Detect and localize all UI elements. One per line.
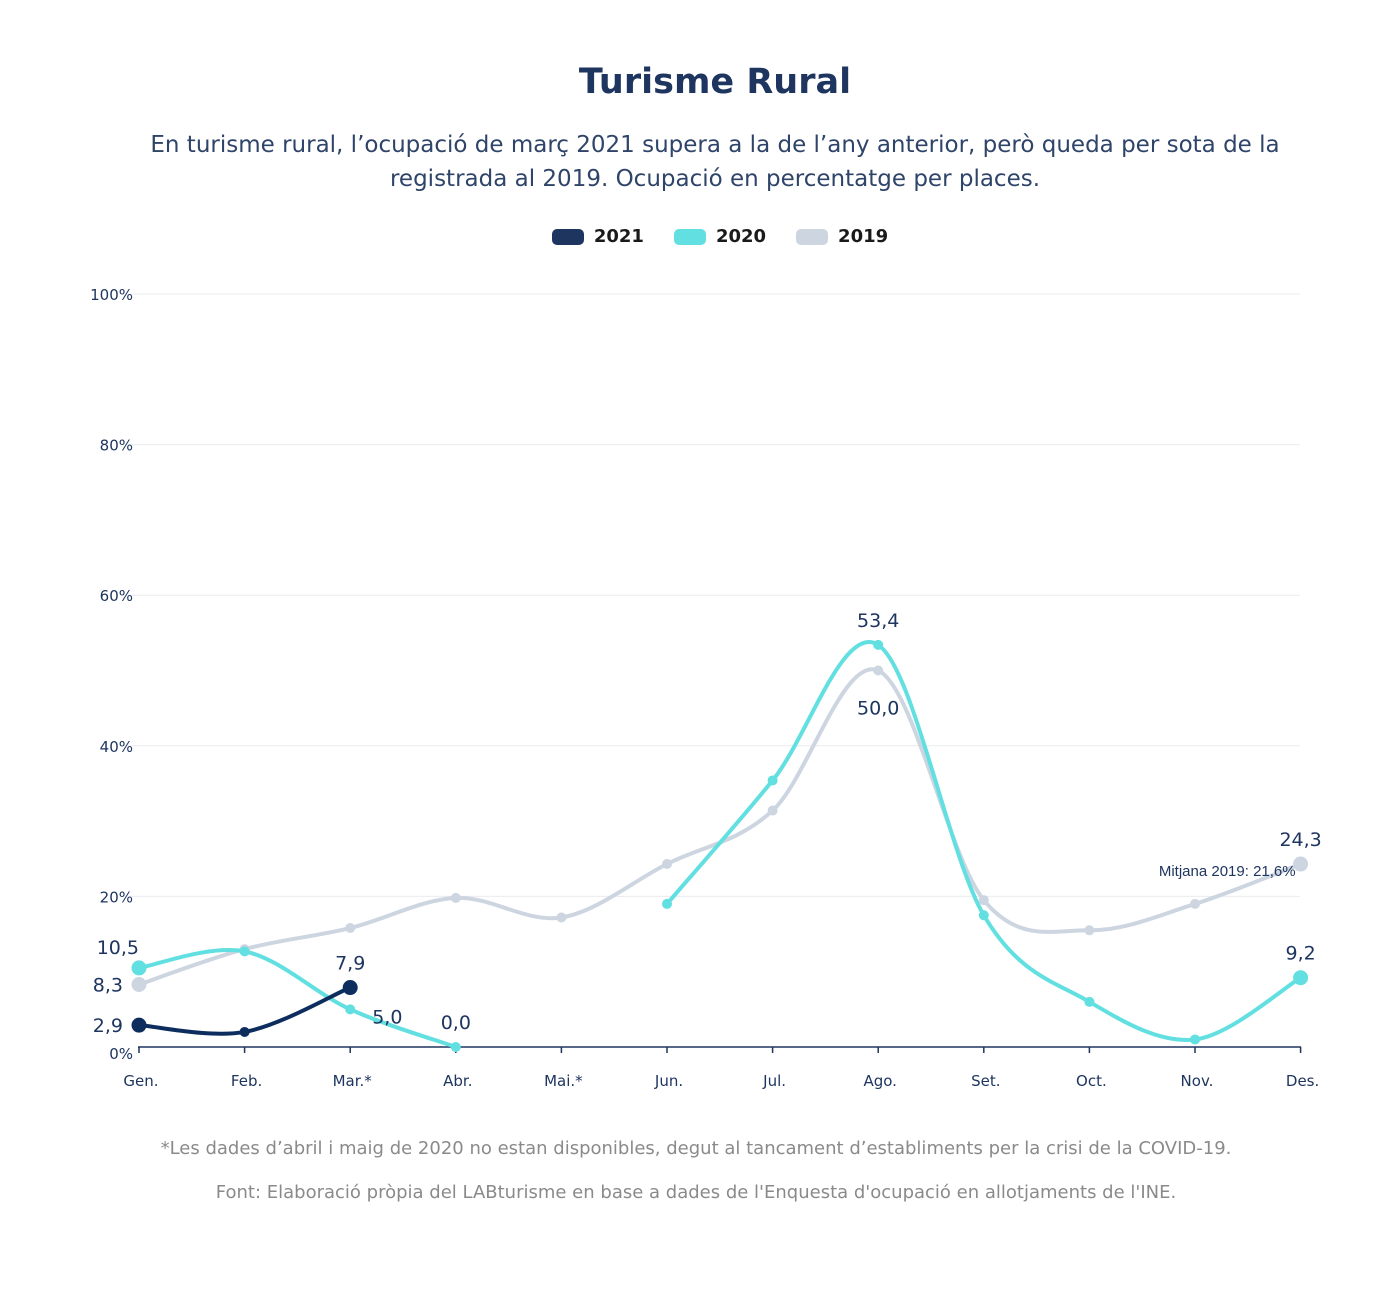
data-label-2021: 7,9 xyxy=(335,953,365,975)
footnote: *Les dades d’abril i maig de 2020 no est… xyxy=(160,1138,1232,1159)
y-tick-label: 20% xyxy=(100,888,133,906)
data-point-2020 xyxy=(662,898,672,909)
data-point-2020 xyxy=(345,1004,356,1015)
data-point-2021 xyxy=(342,980,358,996)
data-point-2020 xyxy=(450,1042,461,1052)
source-note: Font: Elaboració pròpia del LABturisme e… xyxy=(215,1182,1177,1203)
data-point-2019 xyxy=(131,977,147,993)
data-point-2020 xyxy=(131,960,147,976)
x-tick-label: Abr. xyxy=(443,1072,472,1090)
y-tick-label: 60% xyxy=(100,587,133,605)
x-tick-label: Set. xyxy=(971,1072,1000,1090)
data-point-2020 xyxy=(978,910,989,921)
data-label-2019: 50,0 xyxy=(857,698,899,720)
y-tick-label: 100% xyxy=(90,286,133,304)
series-line-2021 xyxy=(137,985,353,1036)
y-tick-label: 80% xyxy=(100,437,133,455)
data-label-2020: 9,2 xyxy=(1285,943,1315,965)
data-point-2020 xyxy=(1084,996,1095,1007)
data-label-2021: 2,9 xyxy=(93,1015,123,1037)
x-tick-label: Feb. xyxy=(231,1072,262,1090)
data-label-2020: 5,0 xyxy=(372,1006,402,1028)
data-point-2019 xyxy=(767,805,778,816)
chart-title: Turisme Rural xyxy=(578,62,852,102)
x-tick-label: Oct. xyxy=(1076,1072,1107,1090)
legend-swatch-2019 xyxy=(796,228,829,245)
data-point-2021 xyxy=(239,1026,250,1037)
legend-label-2020: 2020 xyxy=(715,226,767,247)
annotation-average: Mitjana 2019: 21,6% xyxy=(1159,863,1296,880)
y-tick-label: 40% xyxy=(100,738,133,756)
series-line-2020 xyxy=(665,640,1303,1042)
data-label-2019: 8,3 xyxy=(93,975,123,997)
x-tick-label: Nov. xyxy=(1181,1072,1214,1090)
x-tick-label: Mai.* xyxy=(544,1072,583,1090)
x-tick-label: Des. xyxy=(1286,1072,1319,1090)
x-tick-label: Mar.* xyxy=(333,1072,373,1090)
data-point-2020 xyxy=(1293,970,1309,986)
legend-swatch-2021 xyxy=(551,228,584,245)
legend-item-2021[interactable]: 2021 xyxy=(551,226,644,247)
data-point-2019 xyxy=(1293,856,1309,872)
series-line-2019 xyxy=(137,667,1303,987)
data-point-2019 xyxy=(345,923,356,934)
legend: 2021 2020 2019 xyxy=(0,226,1392,247)
data-point-2019 xyxy=(873,665,884,676)
data-point-2019 xyxy=(1084,925,1095,936)
data-point-2020 xyxy=(1190,1034,1200,1045)
x-tick-label: Gen. xyxy=(123,1072,158,1090)
data-point-2020 xyxy=(873,639,884,650)
legend-label-2021: 2021 xyxy=(593,226,644,247)
data-label-2020: 10,5 xyxy=(97,937,139,959)
data-point-2020 xyxy=(767,775,778,786)
y-tick-label: 0% xyxy=(109,1045,133,1063)
x-tick-label: Ago. xyxy=(863,1072,896,1090)
legend-label-2019: 2019 xyxy=(838,226,889,247)
x-tick-label: Jun. xyxy=(654,1072,683,1090)
line-chart: 0% 20% 40% 60% 80% 100% Gen. Feb. Mar.* Abr. Mai.*… xyxy=(90,286,1322,1090)
legend-item-2020[interactable]: 2020 xyxy=(673,226,767,247)
series-line-2020 xyxy=(137,948,458,1049)
data-point-2019 xyxy=(978,895,989,906)
chart-subtitle: En turisme rural, l’ocupació de març 202… xyxy=(150,132,1280,192)
data-point-2019 xyxy=(450,892,461,903)
data-point-2020 xyxy=(239,946,250,957)
x-tick-label: Jul. xyxy=(762,1072,786,1090)
data-point-2019 xyxy=(1190,898,1200,909)
data-label-2020: 53,4 xyxy=(857,610,899,632)
data-label-2020: 0,0 xyxy=(441,1012,471,1034)
data-point-2019 xyxy=(662,859,672,870)
data-point-2019 xyxy=(556,912,567,923)
data-point-2021 xyxy=(131,1017,147,1033)
data-label-2019: 24,3 xyxy=(1279,829,1321,851)
legend-item-2019[interactable]: 2019 xyxy=(796,226,888,247)
legend-swatch-2020 xyxy=(673,228,706,245)
